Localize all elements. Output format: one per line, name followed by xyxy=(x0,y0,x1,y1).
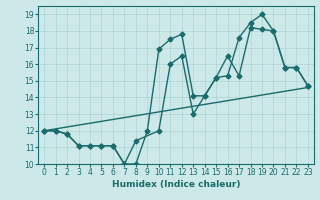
X-axis label: Humidex (Indice chaleur): Humidex (Indice chaleur) xyxy=(112,180,240,189)
